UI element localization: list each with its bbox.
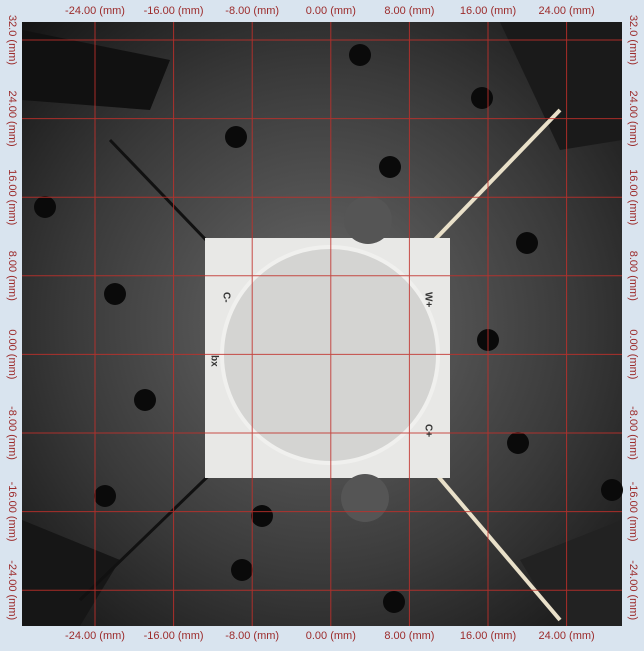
y-label: 24.00 (mm) xyxy=(6,90,18,146)
board-label: W+ xyxy=(422,292,433,307)
board-label: C- xyxy=(220,292,231,303)
board-label: bx xyxy=(208,355,219,367)
x-label: 8.00 (mm) xyxy=(384,5,434,17)
y-label: 8.00 (mm) xyxy=(627,251,639,301)
x-label: 0.00 (mm) xyxy=(306,5,356,17)
screw xyxy=(344,196,392,244)
y-label: 32.0 (mm) xyxy=(627,15,639,65)
y-label: 32.0 (mm) xyxy=(6,15,18,65)
y-label: 24.00 (mm) xyxy=(627,90,639,146)
y-label: 8.00 (mm) xyxy=(6,251,18,301)
wires xyxy=(418,108,562,622)
y-label: -16.00 (mm) xyxy=(627,482,639,542)
clamp xyxy=(520,520,622,626)
clamp xyxy=(500,22,622,150)
x-label: 16.00 (mm) xyxy=(460,630,516,642)
screw xyxy=(341,474,389,522)
x-label: 16.00 (mm) xyxy=(460,5,516,17)
clamp xyxy=(22,30,170,110)
x-label: -16.00 (mm) xyxy=(144,630,204,642)
x-label: -24.00 (mm) xyxy=(65,630,125,642)
board-label: C+ xyxy=(422,424,433,437)
x-label: 24.00 (mm) xyxy=(538,5,594,17)
x-label: 0.00 (mm) xyxy=(306,630,356,642)
y-label: -8.00 (mm) xyxy=(627,406,639,460)
x-label: 24.00 (mm) xyxy=(538,630,594,642)
y-label: -24.00 (mm) xyxy=(627,560,639,620)
y-label: -16.00 (mm) xyxy=(6,482,18,542)
grid xyxy=(22,22,622,626)
led-dome xyxy=(220,245,440,465)
y-label: 16.00 (mm) xyxy=(6,169,18,225)
x-label: -24.00 (mm) xyxy=(65,5,125,17)
x-label: -8.00 (mm) xyxy=(225,5,279,17)
x-label: 8.00 (mm) xyxy=(384,630,434,642)
x-label: -8.00 (mm) xyxy=(225,630,279,642)
y-label: 16.00 (mm) xyxy=(627,169,639,225)
x-label: -16.00 (mm) xyxy=(144,5,204,17)
y-label: 0.00 (mm) xyxy=(627,329,639,379)
holes xyxy=(34,44,623,613)
y-label: 0.00 (mm) xyxy=(6,329,18,379)
y-label: -24.00 (mm) xyxy=(6,560,18,620)
y-label: -8.00 (mm) xyxy=(6,406,18,460)
